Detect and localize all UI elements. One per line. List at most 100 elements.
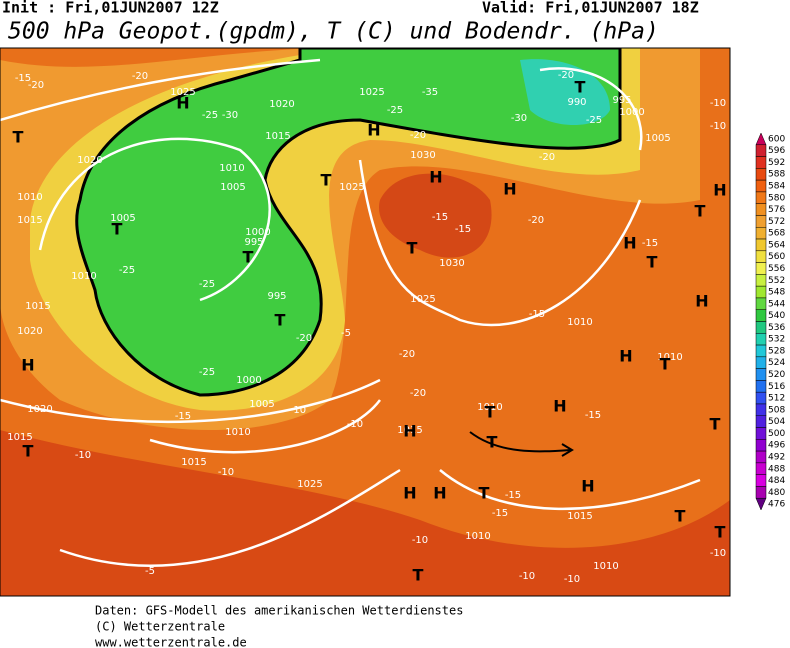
colorbar-label: 584 bbox=[768, 182, 785, 192]
contour-label: 1030 bbox=[410, 150, 435, 161]
colorbar-label: 544 bbox=[768, 299, 785, 309]
colorbar-swatch bbox=[755, 380, 767, 393]
colorbar-swatch bbox=[755, 309, 767, 322]
colorbar-label: 564 bbox=[768, 240, 785, 250]
colorbar-swatch bbox=[755, 215, 767, 228]
contour-label: -25 bbox=[199, 279, 215, 290]
contour-label: 1000 bbox=[619, 107, 644, 118]
contour-label: 1020 bbox=[77, 155, 102, 166]
contour-label: 1010 bbox=[225, 427, 250, 438]
contour-label: -25 bbox=[387, 105, 403, 116]
colorbar-swatch bbox=[755, 179, 767, 193]
contour-label: -20 bbox=[558, 70, 574, 81]
contour-label: 1005 bbox=[110, 213, 135, 224]
colorbar-swatch bbox=[755, 415, 767, 428]
pressure-center: H bbox=[176, 94, 189, 113]
colorbar-label: 568 bbox=[768, 229, 785, 239]
colorbar-cap bbox=[755, 132, 767, 146]
map-title: 500 hPa Geopot.(gpdm), T (C) und Bodendr… bbox=[8, 19, 659, 45]
pressure-center: T bbox=[675, 507, 686, 526]
pressure-center: H bbox=[433, 484, 446, 503]
contour-label: -5 bbox=[341, 328, 351, 339]
contour-label: -10 bbox=[710, 548, 726, 559]
colorbar-label: 600 bbox=[768, 134, 785, 144]
contour-label: -20 bbox=[28, 80, 44, 91]
contour-label: 1030 bbox=[439, 258, 464, 269]
contour-label: -10 bbox=[519, 571, 535, 582]
colorbar-swatch bbox=[755, 391, 767, 405]
pressure-center: T bbox=[23, 442, 34, 461]
contour-label: 1020 bbox=[27, 404, 52, 415]
colorbar-swatch bbox=[755, 156, 767, 169]
contour-label: 1005 bbox=[645, 133, 670, 144]
contour-label: 995 bbox=[244, 237, 263, 248]
contour-label: 1010 bbox=[465, 531, 490, 542]
pressure-center: H bbox=[403, 484, 416, 503]
contour-label: -30 bbox=[222, 110, 238, 121]
pressure-center: T bbox=[275, 311, 286, 330]
footer-url: www.wetterzentrale.de bbox=[95, 636, 247, 648]
colorbar-label: 592 bbox=[768, 158, 785, 168]
pressure-center: T bbox=[413, 566, 424, 585]
contour-label: -25 bbox=[586, 115, 602, 126]
contour-label: -5 bbox=[145, 566, 155, 577]
colorbar-swatch bbox=[755, 227, 767, 240]
contour-label: 1020 bbox=[17, 326, 42, 337]
colorbar-swatch bbox=[755, 403, 767, 416]
contour-label: 995 bbox=[612, 95, 631, 106]
map-area bbox=[0, 48, 730, 596]
colorbar-swatch bbox=[755, 144, 767, 157]
colorbar-swatch bbox=[755, 191, 767, 204]
init-time: Init : Fri,01JUN2007 12Z bbox=[2, 0, 219, 17]
colorbar-label: 596 bbox=[768, 146, 785, 156]
pressure-center: T bbox=[487, 433, 498, 452]
contour-label: 1010 bbox=[17, 192, 42, 203]
contour-label: 1015 bbox=[567, 511, 592, 522]
colorbar-label: 524 bbox=[768, 358, 785, 368]
contour-label: -10 bbox=[218, 467, 234, 478]
contour-label: -15 bbox=[15, 73, 31, 84]
colorbar-label: 576 bbox=[768, 205, 785, 215]
colorbar-label: 476 bbox=[768, 500, 785, 510]
contour-label: -15 bbox=[432, 212, 448, 223]
colorbar-swatch bbox=[755, 203, 767, 216]
contour-label: -35 bbox=[422, 87, 438, 98]
contour-label: 1015 bbox=[181, 457, 206, 468]
contour-label: 1010 bbox=[71, 271, 96, 282]
pressure-center: T bbox=[112, 220, 123, 239]
pressure-center: H bbox=[403, 422, 416, 441]
colorbar-label: 500 bbox=[768, 429, 785, 439]
contour-label: -25 bbox=[202, 110, 218, 121]
contour-label: -10 bbox=[75, 450, 91, 461]
contour-label: 1015 bbox=[265, 131, 290, 142]
contour-label: 1015 bbox=[7, 432, 32, 443]
colorbar-swatch bbox=[755, 427, 767, 440]
contour-label: 995 bbox=[267, 291, 286, 302]
contour-label: -25 bbox=[119, 265, 135, 276]
contour-label: -20 bbox=[528, 215, 544, 226]
colorbar-swatch bbox=[755, 333, 767, 346]
pressure-center: T bbox=[485, 403, 496, 422]
colorbar-swatch bbox=[755, 238, 767, 252]
colorbar-swatch bbox=[755, 250, 767, 263]
colorbar-label: 516 bbox=[768, 382, 785, 392]
pressure-center: H bbox=[619, 347, 632, 366]
pressure-center: T bbox=[695, 202, 706, 221]
contour-label: 1015 bbox=[25, 301, 50, 312]
colorbar-label: 528 bbox=[768, 346, 785, 356]
colorbar-swatch bbox=[755, 474, 767, 487]
contour-label: -10 bbox=[290, 405, 306, 416]
colorbar-swatch bbox=[755, 274, 767, 287]
pressure-center: H bbox=[695, 292, 708, 311]
colorbar-swatch bbox=[755, 285, 767, 299]
colorbar-swatch bbox=[755, 321, 767, 334]
pressure-center: T bbox=[575, 78, 586, 97]
contour-label: 1010 bbox=[657, 352, 682, 363]
footer-source: Daten: GFS-Modell des amerikanischen Wet… bbox=[95, 604, 463, 618]
contour-label: -10 bbox=[412, 535, 428, 546]
colorbar-label: 556 bbox=[768, 264, 785, 274]
colorbar-swatch bbox=[755, 462, 767, 475]
pressure-center: T bbox=[479, 484, 490, 503]
colorbar-swatch bbox=[755, 439, 767, 452]
